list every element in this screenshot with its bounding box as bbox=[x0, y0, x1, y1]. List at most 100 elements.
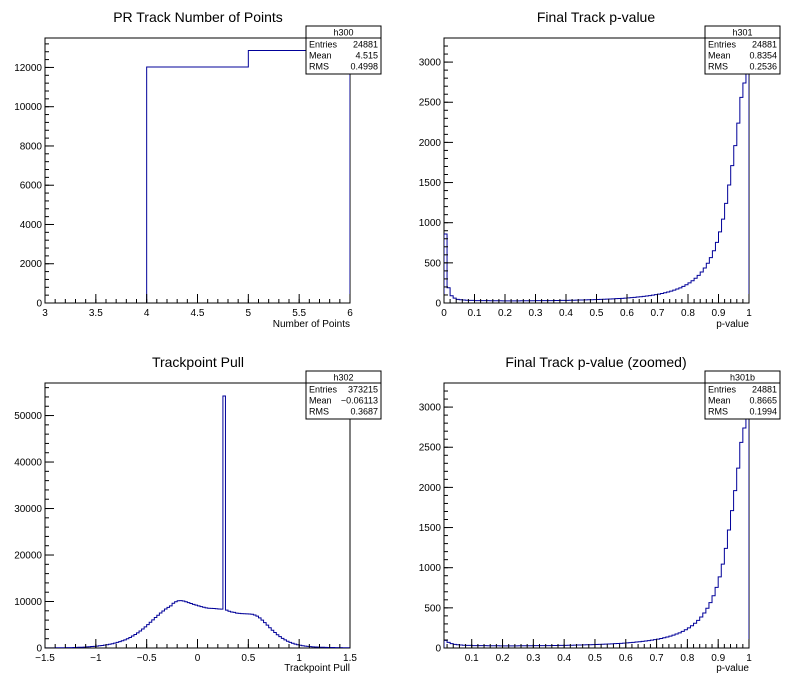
plot-frame bbox=[443, 37, 750, 304]
x-tick-label: 1 bbox=[746, 308, 752, 319]
x-tick-label: 0.1 bbox=[465, 653, 479, 664]
stats-box: h302 Entries 373215 Mean −0.06113 RMS 0.3687 bbox=[305, 370, 382, 420]
x-tick-label: 5 bbox=[246, 308, 252, 319]
histogram-line bbox=[146, 50, 350, 303]
x-tick-label: −0.5 bbox=[137, 653, 157, 664]
stats-name: h301 bbox=[732, 28, 752, 38]
y-tick-label: 1000 bbox=[419, 563, 442, 574]
x-tick-label: 0.8 bbox=[680, 653, 694, 664]
stats-label: RMS bbox=[309, 62, 329, 72]
x-tick-label: 0.5 bbox=[241, 653, 255, 664]
y-tick-label: 1500 bbox=[419, 523, 442, 534]
stats-label: RMS bbox=[708, 62, 728, 72]
x-tick-label: 6 bbox=[347, 308, 353, 319]
stats-value: 24881 bbox=[752, 40, 777, 50]
y-tick-label: 500 bbox=[424, 258, 441, 269]
x-tick-label: 4 bbox=[144, 308, 150, 319]
stats-box-frame bbox=[704, 25, 781, 75]
stats-value: −0.06113 bbox=[341, 396, 378, 406]
y-tick-label: 4000 bbox=[20, 220, 43, 231]
x-tick-label: 0.4 bbox=[557, 653, 571, 664]
plot-frame bbox=[44, 37, 351, 304]
plot-frame bbox=[443, 382, 750, 649]
y-tick-label: 1500 bbox=[419, 178, 442, 189]
x-tick-label: 1 bbox=[296, 653, 302, 664]
stats-value: 0.8354 bbox=[749, 51, 777, 61]
y-tick-label: 6000 bbox=[20, 181, 43, 192]
stats-name: h300 bbox=[333, 28, 353, 38]
y-tick-label: 0 bbox=[435, 299, 441, 310]
stats-name: h302 bbox=[333, 373, 353, 383]
panel-title: Final Track p-value bbox=[537, 9, 655, 25]
panel-h300: PR Track Number of Points 3 3.5 4 4.5 5 5.5 60… bbox=[14, 9, 382, 330]
histogram-line bbox=[444, 69, 749, 303]
y-tick-label: 3000 bbox=[419, 403, 442, 414]
stats-value: 24881 bbox=[752, 385, 777, 395]
stats-value: 373215 bbox=[348, 385, 378, 395]
y-tick-label: 10000 bbox=[14, 102, 42, 113]
x-tick-label: 0.4 bbox=[559, 308, 573, 319]
x-tick-label: 0.1 bbox=[468, 308, 482, 319]
stats-value: 0.4998 bbox=[350, 62, 378, 72]
y-tick-label: 40000 bbox=[14, 458, 42, 469]
x-tick-label: 5.5 bbox=[292, 308, 306, 319]
stats-label: RMS bbox=[708, 407, 728, 417]
panel-title: PR Track Number of Points bbox=[113, 9, 283, 25]
stats-label: Entries bbox=[708, 40, 737, 50]
stats-name: h301b bbox=[730, 373, 755, 383]
stats-box: h301b Entries 24881 Mean 0.8665 RMS 0.1994 bbox=[704, 370, 781, 420]
x-tick-label: 3.5 bbox=[89, 308, 103, 319]
x-tick-label: 0 bbox=[441, 308, 447, 319]
panel-h302: Trackpoint Pull −1.5 −1 −0.5 0 0.5 1 1.5 0 10000… bbox=[14, 354, 382, 674]
stats-label: RMS bbox=[309, 407, 329, 417]
y-tick-label: 20000 bbox=[14, 551, 42, 562]
x-tick-label: 0.2 bbox=[496, 653, 510, 664]
x-axis-label: p-value bbox=[716, 663, 749, 674]
panel-title: Trackpoint Pull bbox=[152, 354, 244, 370]
stats-value: 0.3687 bbox=[350, 407, 378, 417]
x-tick-label: 1 bbox=[746, 653, 752, 664]
plot-area: 0.1 0.2 0.3 0.4 0.5 0.6 0.7 0.8 0.9 1 0 500 1000 1500… bbox=[419, 370, 781, 664]
panel-h301: Final Track p-value 0 0.1 0.2 0.3 0.4 0.5 0.6 0… bbox=[419, 9, 781, 330]
plot-area: 0 0.1 0.2 0.3 0.4 0.5 0.6 0.7 0.8 0.9 1 0 500 1000 150… bbox=[419, 25, 781, 319]
stats-box-frame bbox=[305, 25, 382, 75]
stats-box: h301 Entries 24881 Mean 0.8354 RMS 0.2536 bbox=[704, 25, 781, 75]
panel-title: Final Track p-value (zoomed) bbox=[505, 354, 686, 370]
stats-value: 0.1994 bbox=[749, 407, 777, 417]
y-tick-label: 0 bbox=[435, 644, 441, 655]
y-tick-label: 50000 bbox=[14, 411, 42, 422]
x-tick-label: 1.5 bbox=[343, 653, 357, 664]
x-tick-label: −1 bbox=[90, 653, 102, 664]
x-tick-label: 0.3 bbox=[529, 308, 543, 319]
y-tick-label: 2000 bbox=[419, 483, 442, 494]
x-tick-label: 4.5 bbox=[191, 308, 205, 319]
x-axis-label: p-value bbox=[716, 319, 749, 330]
y-tick-label: 2500 bbox=[419, 443, 442, 454]
panel-h301b: Final Track p-value (zoomed) 0.1 0.2 0.3 0.… bbox=[419, 354, 781, 674]
x-tick-label: 0.5 bbox=[590, 308, 604, 319]
stats-label: Entries bbox=[309, 40, 338, 50]
stats-label: Mean bbox=[708, 51, 731, 61]
stats-label: Mean bbox=[309, 396, 332, 406]
x-tick-label: −1.5 bbox=[35, 653, 55, 664]
x-tick-label: 0.6 bbox=[620, 308, 634, 319]
stats-value: 0.2536 bbox=[749, 62, 777, 72]
histogram-line bbox=[444, 414, 749, 648]
x-axis-label: Number of Points bbox=[273, 319, 350, 330]
x-tick-label: 0.9 bbox=[712, 308, 726, 319]
x-tick-label: 3 bbox=[42, 308, 48, 319]
stats-label: Entries bbox=[309, 385, 338, 395]
y-tick-label: 2500 bbox=[419, 98, 442, 109]
x-tick-label: 0 bbox=[195, 653, 201, 664]
plot-frame bbox=[44, 382, 351, 649]
y-tick-label: 10000 bbox=[14, 597, 42, 608]
plot-area: 3 3.5 4 4.5 5 5.5 6 0 2000 4000 6000 8000 10000 12000… bbox=[14, 25, 382, 319]
histogram-line bbox=[45, 395, 350, 648]
stats-box-frame bbox=[704, 370, 781, 420]
x-axis-label: Trackpoint Pull bbox=[284, 663, 350, 674]
y-tick-label: 500 bbox=[424, 603, 441, 614]
x-tick-label: 0.6 bbox=[619, 653, 633, 664]
x-tick-label: 0.2 bbox=[498, 308, 512, 319]
stats-value: 0.8665 bbox=[749, 396, 777, 406]
